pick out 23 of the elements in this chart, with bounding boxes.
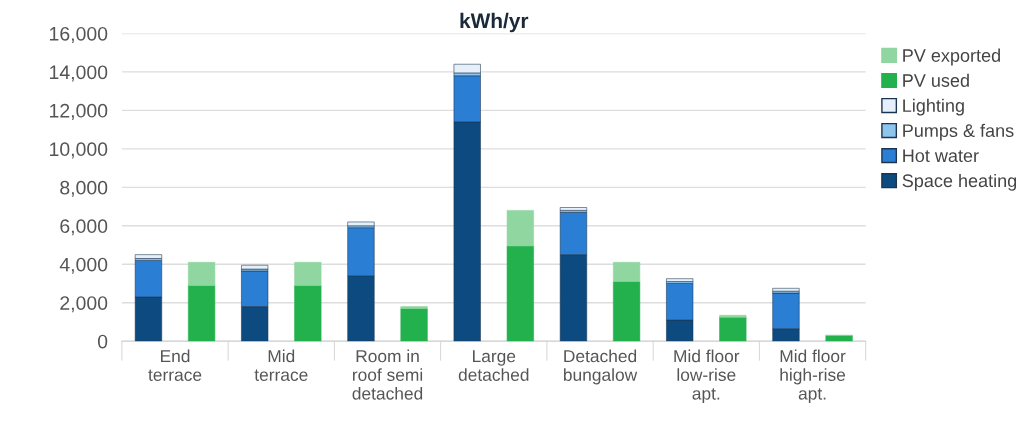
y-tick-label: 8,000	[60, 180, 108, 197]
chart-title: kWh/yr	[460, 12, 529, 33]
x-tick-label: Mid terrace	[254, 349, 308, 381]
y-tick-label: 10,000	[50, 142, 108, 159]
legend-label: PV used	[903, 73, 969, 87]
legend-label: Lighting	[903, 98, 964, 116]
legend-label: PV exported	[903, 48, 1000, 66]
x-tick-label: End terrace	[148, 349, 202, 381]
y-tick-label: 12,000	[50, 103, 108, 120]
x-tick-label: Large detached	[458, 350, 529, 381]
y-tick-label: 14,000	[50, 65, 108, 82]
y-tick-label: 16,000	[50, 26, 108, 43]
x-tick-label: Room in roof semi detached	[352, 349, 423, 400]
y-tick-label: 2,000	[60, 296, 108, 313]
legend-label: Space heating	[902, 173, 1017, 191]
y-tick-label: 0	[97, 334, 108, 349]
x-tick-label: Detached bungalow	[563, 349, 638, 385]
y-tick-label: 6,000	[60, 219, 108, 236]
x-tick-label: Mid floor low-rise apt.	[674, 349, 740, 404]
y-tick-label: 4,000	[59, 257, 108, 274]
legend-label: Pumps & fans	[903, 123, 1014, 141]
legend-label: Hot water	[903, 149, 979, 163]
x-tick-label: Mid floor high-rise apt.	[780, 349, 846, 404]
